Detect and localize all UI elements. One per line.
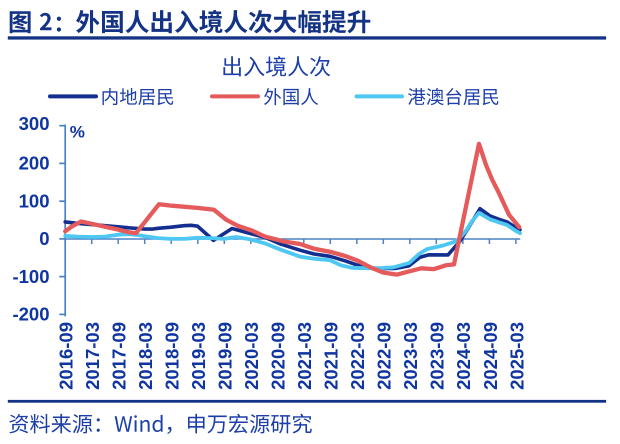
svg-text:-100: -100 — [12, 266, 49, 287]
svg-text:2020-03: 2020-03 — [241, 322, 262, 390]
svg-text:2020-09: 2020-09 — [268, 322, 289, 390]
svg-text:300: 300 — [19, 113, 50, 134]
svg-text:2022-03: 2022-03 — [347, 322, 368, 390]
svg-text:2019-09: 2019-09 — [215, 322, 236, 390]
svg-text:2018-03: 2018-03 — [135, 322, 156, 390]
svg-text:2018-09: 2018-09 — [162, 322, 183, 390]
svg-text:100: 100 — [19, 190, 50, 211]
svg-text:2021-03: 2021-03 — [294, 322, 315, 390]
svg-text:2021-09: 2021-09 — [321, 322, 342, 390]
svg-text:2022-09: 2022-09 — [374, 322, 395, 390]
svg-text:2024-09: 2024-09 — [480, 322, 501, 390]
svg-text:2023-09: 2023-09 — [427, 322, 448, 390]
svg-text:%: % — [70, 123, 85, 142]
svg-text:2025-03: 2025-03 — [506, 322, 527, 390]
svg-text:2024-03: 2024-03 — [453, 322, 474, 390]
svg-text:2016-09: 2016-09 — [56, 322, 77, 390]
svg-text:2017-09: 2017-09 — [109, 322, 130, 390]
svg-text:2017-03: 2017-03 — [82, 322, 103, 390]
svg-text:200: 200 — [19, 153, 50, 174]
svg-text:2019-03: 2019-03 — [188, 322, 209, 390]
svg-text:0: 0 — [39, 228, 49, 249]
svg-text:-200: -200 — [12, 304, 49, 325]
svg-text:2023-03: 2023-03 — [400, 322, 421, 390]
